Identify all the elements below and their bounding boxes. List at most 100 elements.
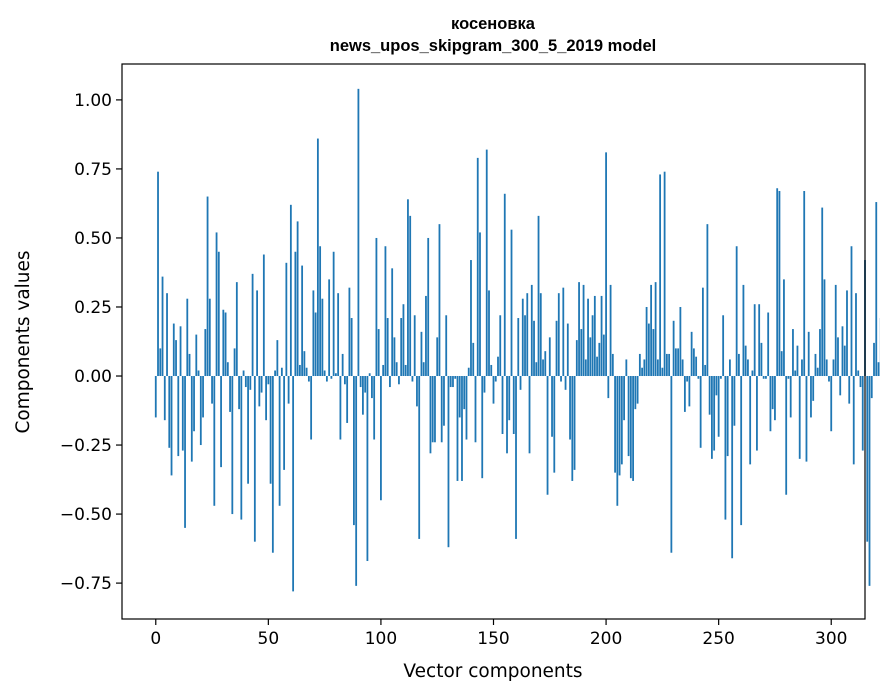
bar	[751, 370, 754, 377]
bar	[589, 337, 592, 377]
bar	[499, 315, 502, 377]
bar	[557, 293, 560, 377]
bar	[211, 376, 213, 404]
bar	[636, 376, 639, 404]
bar	[638, 353, 641, 377]
bar	[233, 348, 236, 377]
bar	[344, 376, 346, 385]
bar	[830, 376, 833, 432]
bar	[411, 376, 414, 382]
bar	[222, 309, 225, 377]
bar	[776, 188, 779, 377]
bar	[688, 376, 691, 407]
bar	[251, 273, 254, 377]
bar	[580, 329, 583, 377]
bar	[373, 376, 376, 440]
bar	[416, 376, 418, 407]
bar	[235, 282, 238, 377]
bar	[778, 191, 781, 377]
bar	[821, 207, 824, 377]
bar	[503, 193, 506, 377]
bar	[792, 329, 794, 377]
bar	[668, 353, 671, 377]
bar	[346, 376, 349, 423]
bar	[744, 345, 747, 377]
bar	[548, 337, 551, 377]
bar	[654, 282, 657, 377]
bar	[652, 329, 655, 377]
bar	[593, 295, 596, 377]
bar	[573, 376, 576, 470]
bar	[641, 367, 643, 377]
bar	[398, 376, 400, 385]
bar	[422, 362, 425, 377]
bar	[330, 376, 333, 379]
bar	[780, 351, 783, 377]
bar	[528, 376, 531, 454]
bar	[501, 376, 504, 434]
bar	[467, 367, 470, 377]
bar	[747, 359, 749, 377]
bar	[873, 342, 875, 377]
bar	[605, 152, 607, 377]
bar	[339, 376, 342, 440]
bar	[389, 376, 391, 388]
y-tick-label: −0.25	[60, 436, 112, 456]
bar	[735, 246, 738, 377]
bar	[569, 376, 571, 440]
bar	[490, 364, 493, 377]
bar	[177, 376, 180, 457]
bar	[774, 376, 776, 421]
bar	[699, 376, 702, 448]
bar	[310, 376, 313, 440]
bar	[679, 306, 682, 377]
bar	[285, 262, 288, 377]
bar	[353, 376, 355, 526]
bar	[519, 376, 522, 390]
bar	[364, 376, 367, 393]
bar	[659, 174, 662, 377]
y-tick-label: 0.50	[74, 229, 112, 249]
bar	[380, 376, 382, 501]
bar	[758, 304, 761, 377]
x-tick-label: 50	[258, 629, 280, 649]
bar	[298, 364, 301, 377]
bar	[803, 191, 806, 377]
bar	[801, 359, 803, 377]
bar	[740, 376, 743, 526]
bar	[598, 342, 601, 377]
bar	[332, 251, 335, 377]
bar	[341, 353, 344, 377]
bar	[188, 353, 191, 377]
bar	[616, 376, 619, 506]
bar	[587, 298, 589, 377]
bar	[517, 318, 520, 377]
bar	[271, 376, 274, 553]
bar	[650, 284, 653, 377]
bar	[362, 376, 364, 415]
bar	[672, 320, 675, 377]
bar	[181, 376, 184, 451]
bar	[717, 376, 720, 437]
bar	[760, 342, 763, 377]
bar	[859, 376, 862, 388]
bar	[877, 362, 880, 377]
bar	[224, 312, 227, 377]
bar	[395, 362, 398, 377]
bar	[258, 376, 261, 407]
bar	[681, 359, 684, 377]
bar	[722, 315, 725, 377]
bar	[843, 345, 846, 377]
bar	[393, 337, 396, 377]
bar	[371, 376, 373, 399]
bar	[816, 367, 819, 377]
bar	[733, 376, 736, 426]
y-tick-label: 0.00	[74, 367, 112, 387]
bar	[823, 279, 826, 377]
bar	[328, 279, 331, 377]
bar	[366, 376, 369, 562]
bar	[402, 304, 405, 377]
bar	[753, 304, 756, 377]
bar	[756, 376, 758, 451]
